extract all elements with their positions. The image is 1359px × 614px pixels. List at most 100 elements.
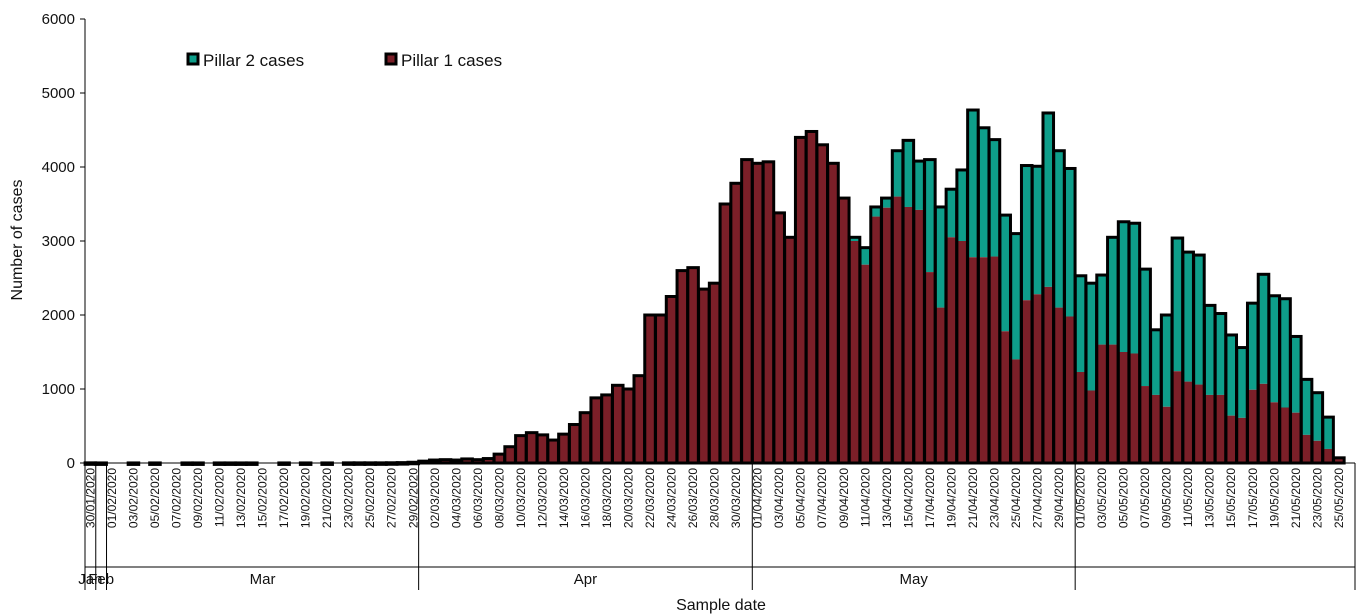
x-tick-label: 29/02/2020 xyxy=(406,468,420,528)
bar-pillar2 xyxy=(1301,379,1312,435)
x-tick-label: 21/02/2020 xyxy=(320,468,334,528)
bar-pillar1 xyxy=(1021,300,1033,463)
bar-pillar1 xyxy=(989,256,1000,463)
bar-pillar1 xyxy=(687,267,699,463)
x-tick-label: 19/02/2020 xyxy=(299,468,313,528)
x-tick-labels: 30/01/2020 01/02/2020 03/02/2020 05/02/2020… xyxy=(83,468,1345,528)
bar-pillar1 xyxy=(1096,344,1108,463)
bar-pillar1 xyxy=(644,315,656,463)
x-tick-label: 13/05/2020 xyxy=(1203,468,1217,528)
bar-pillar2 xyxy=(1215,313,1226,395)
bar-pillar1 xyxy=(720,204,731,463)
bar-pillar2 xyxy=(1118,221,1129,352)
x-tick-label: 09/05/2020 xyxy=(1160,468,1174,528)
bar-pillar1 xyxy=(558,434,570,463)
x-tick-label: 23/05/2020 xyxy=(1310,468,1324,528)
x-tick-label: 28/03/2020 xyxy=(708,468,722,528)
x-tick-label: 14/03/2020 xyxy=(557,468,571,528)
x-tick-label: 15/05/2020 xyxy=(1224,468,1238,528)
bar-pillar1 xyxy=(526,432,537,463)
bar-pillar1 xyxy=(1010,359,1022,463)
bar-pillar1 xyxy=(472,459,484,463)
bar-pillar1 xyxy=(924,272,936,463)
bar-pillar1 xyxy=(881,207,893,463)
y-tick-label: 6000 xyxy=(42,11,75,28)
bar-pillar2 xyxy=(1032,166,1043,295)
x-tick-label: 16/03/2020 xyxy=(578,468,592,528)
bar-pillar1 xyxy=(698,289,710,463)
x-tick-label: 20/03/2020 xyxy=(622,468,636,528)
x-tick-label: 11/04/2020 xyxy=(858,468,872,527)
bar-pillar1 xyxy=(913,209,925,463)
x-tick-label: 13/02/2020 xyxy=(234,468,248,528)
bar-pillar1 xyxy=(1333,457,1345,463)
bar-pillar2 xyxy=(881,198,893,208)
bar-pillar2 xyxy=(1010,233,1022,360)
bar-pillar2 xyxy=(1161,315,1172,407)
bar-pillar1 xyxy=(773,212,785,463)
bar-pillar1 xyxy=(978,257,989,463)
x-tick-label: 08/03/2020 xyxy=(492,468,506,528)
bar-pillar1 xyxy=(1053,307,1065,463)
x-tick-label: 02/03/2020 xyxy=(428,468,442,528)
bar-pillar1 xyxy=(752,163,763,464)
bar-pillar1 xyxy=(1322,448,1334,463)
bar-pillar2 xyxy=(1258,274,1269,384)
bar-pillar1 xyxy=(569,424,580,463)
axes xyxy=(84,19,1356,590)
bar-pillar1 xyxy=(1204,394,1215,463)
bar-pillar1 xyxy=(935,307,946,463)
legend: Pillar 2 cases Pillar 1 cases xyxy=(186,51,502,70)
bar-pillar2 xyxy=(1053,150,1065,308)
bar-pillar1 xyxy=(763,161,774,463)
bar-pillar1 xyxy=(1086,390,1097,463)
x-tick-label: 22/03/2020 xyxy=(643,468,657,528)
x-tick-label: 10/03/2020 xyxy=(514,468,528,528)
x-tick-label: 03/05/2020 xyxy=(1095,468,1109,528)
month-label: May xyxy=(900,571,929,588)
x-tick-label: 15/02/2020 xyxy=(256,468,270,528)
x-tick-label: 26/03/2020 xyxy=(686,468,700,528)
bar-pillar1 xyxy=(870,216,882,463)
bar-pillar1 xyxy=(795,137,806,463)
bar-pillar2 xyxy=(1075,275,1086,372)
bar-pillar1 xyxy=(612,385,624,463)
x-tick-label: 17/05/2020 xyxy=(1246,468,1260,528)
bar-pillar1 xyxy=(1064,316,1076,463)
bar-pillar1 xyxy=(709,283,720,463)
bar-pillar1 xyxy=(892,196,903,463)
bars-group xyxy=(83,108,1346,466)
legend-label-pillar2: Pillar 2 cases xyxy=(203,51,304,70)
x-tick-label: 25/02/2020 xyxy=(363,468,377,528)
bar-pillar1 xyxy=(483,458,494,463)
bar-pillar2 xyxy=(1204,305,1215,395)
bar-pillar1 xyxy=(1225,415,1237,463)
bar-pillar1 xyxy=(1161,406,1172,463)
bar-pillar1 xyxy=(1182,381,1194,463)
bar-pillar2 xyxy=(1279,298,1291,408)
bar-pillar1 xyxy=(601,394,613,463)
bar-pillar2 xyxy=(1042,112,1054,287)
bar-pillar1 xyxy=(666,296,677,463)
month-label: Mar xyxy=(250,571,276,588)
bar-pillar1 xyxy=(504,446,516,463)
bar-pillar2 xyxy=(1096,275,1108,345)
bar-pillar1 xyxy=(816,144,828,464)
bar-pillar2 xyxy=(978,127,989,258)
bar-pillar1 xyxy=(999,331,1011,463)
x-tick-label: 07/04/2020 xyxy=(815,468,829,528)
x-tick-label: 09/02/2020 xyxy=(191,468,205,528)
x-tick-label: 29/04/2020 xyxy=(1052,468,1066,528)
bar-pillar1 xyxy=(784,237,796,463)
bar-pillar2 xyxy=(860,247,871,265)
bar-pillar2 xyxy=(1236,347,1248,418)
x-tick-label: 01/04/2020 xyxy=(751,468,765,528)
bar-pillar1 xyxy=(494,454,505,463)
bar-pillar1 xyxy=(1279,407,1291,463)
bar-pillar1 xyxy=(730,183,742,463)
x-tick-label: 27/04/2020 xyxy=(1031,468,1045,528)
x-tick-label: 06/03/2020 xyxy=(471,468,485,528)
bar-pillar1 xyxy=(1312,440,1323,463)
bar-pillar1 xyxy=(440,459,451,463)
x-tick-label: 11/05/2020 xyxy=(1181,468,1195,527)
